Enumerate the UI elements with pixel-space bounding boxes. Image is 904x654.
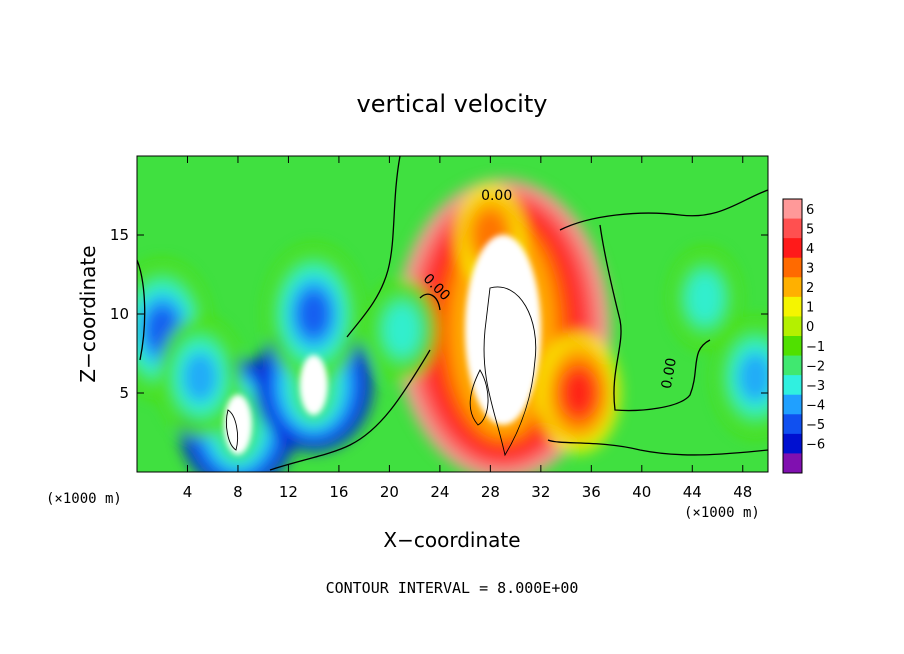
colorbar-segment: [783, 394, 802, 415]
colorbar-label: 1: [806, 301, 814, 316]
x-tick-label: 36: [582, 483, 601, 501]
colorbar-segment: [783, 453, 802, 474]
colorbar-segment: [783, 316, 802, 337]
x-tick-label: 44: [683, 483, 702, 501]
contour-label: 0.00: [481, 188, 512, 204]
x-tick-label: 20: [380, 483, 399, 501]
zero-contour-upper: [346, 156, 401, 338]
colorbar-label: −4: [806, 399, 825, 414]
y-tick-label: 15: [110, 226, 129, 244]
heatmap-cell: [561, 368, 596, 418]
x-axis-label: X−coordinate: [383, 528, 520, 552]
contour-interval-footer: CONTOUR INTERVAL = 8.000E+00: [326, 579, 579, 597]
x-tick-label: 28: [481, 483, 500, 501]
colorbar-label: −2: [806, 359, 825, 374]
colorbar-segment: [783, 414, 802, 435]
heatmap-cell: [297, 290, 330, 338]
colorbar-frame: [782, 198, 803, 474]
x-tick-label: 48: [733, 483, 752, 501]
contour-label: 0.00: [659, 357, 680, 390]
colorbar-label: 4: [806, 242, 814, 257]
colorbar-segment: [783, 257, 802, 278]
colorbar-label: −5: [806, 418, 825, 433]
heatmap-cell: [687, 272, 723, 324]
colorbar-segment: [783, 238, 802, 259]
inner-contour-lower: [469, 369, 489, 426]
colorbar-segment: [783, 296, 802, 317]
heatmap-cell: [223, 394, 252, 455]
x-unit-right: (×1000 m): [684, 505, 760, 521]
colorbar-segment: [783, 336, 802, 357]
colorbar-segment: [783, 218, 802, 239]
zero-contour-lower: [269, 349, 431, 471]
x-tick-label: 8: [233, 483, 243, 501]
colorbar-label: −1: [806, 340, 825, 355]
inner-contour-downdraft: [225, 409, 239, 451]
zero-contour-bottom-right: [547, 439, 768, 456]
colorbar-segment: [783, 199, 802, 220]
heatmap-cell: [299, 355, 328, 416]
x-tick-label: 32: [531, 483, 550, 501]
zero-contour-right-top: [559, 189, 768, 231]
heatmap-field: [137, 156, 768, 472]
colorbar-segment: [783, 355, 802, 376]
inner-contour-updraft: [483, 286, 537, 457]
heatmap-cell: [738, 352, 768, 402]
zero-contour-right: [599, 224, 711, 412]
colorbar-label: 3: [806, 262, 814, 277]
colorbar-label: 6: [806, 203, 814, 218]
heatmap-cell: [384, 304, 420, 356]
zero-contour-dome: [419, 293, 441, 311]
colorbar-label: 2: [806, 281, 814, 296]
y-tick-label: 10: [110, 305, 129, 323]
colorbar-label: 0: [806, 320, 814, 335]
colorbar-segment: [783, 277, 802, 298]
x-tick-label: 16: [329, 483, 348, 501]
colorbar-label: 5: [806, 222, 814, 237]
heatmap-cell: [183, 352, 217, 402]
colorbar-label: −6: [806, 438, 825, 453]
y-tick-label: 5: [119, 384, 129, 402]
x-tick-label: 4: [183, 483, 193, 501]
colorbar-segment: [783, 433, 802, 454]
colorbar-segment: [783, 375, 802, 396]
colorbar: 6 5 4 3 2 1 0 −1 −2 −3 −4 −5 −6: [782, 198, 825, 474]
zero-contour-left-edge: [137, 259, 146, 361]
chart-title: vertical velocity: [357, 90, 548, 118]
x-tick-label: 24: [430, 483, 449, 501]
x-tick-label: 12: [279, 483, 298, 501]
y-axis-label: Z−coordinate: [76, 245, 100, 382]
x-unit-left: (×1000 m): [46, 491, 122, 507]
x-tick-label: 40: [632, 483, 651, 501]
colorbar-label: −3: [806, 379, 825, 394]
